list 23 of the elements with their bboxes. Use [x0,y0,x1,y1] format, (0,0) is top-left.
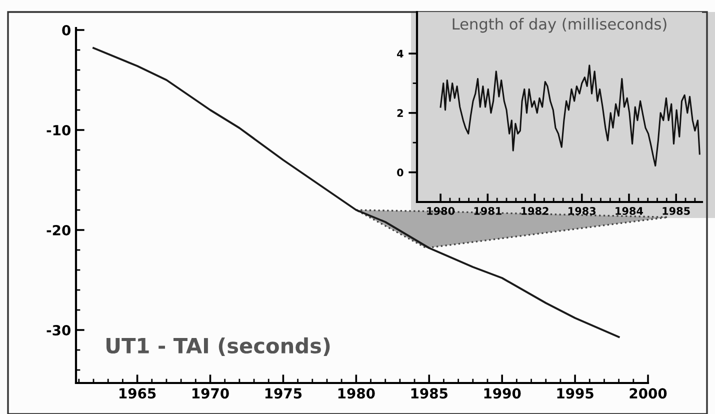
y-tick-label: 4 [397,50,404,58]
x-tick-label: 1983 [568,207,596,215]
y-tick-label: -10 [46,124,70,136]
x-tick-label: 1980 [338,388,375,399]
x-tick-label: 1990 [484,388,521,399]
y-tick-label: -30 [46,324,70,336]
x-tick-label: 2000 [630,388,667,399]
x-tick-label: 1965 [120,388,156,399]
x-tick-label: 1982 [521,207,548,215]
chart-title: Length of day (milliseconds) [452,18,666,33]
x-tick-label: 1970 [192,388,229,399]
y-tick-label: 0 [62,24,70,36]
y-tick-label: -20 [46,224,70,236]
x-tick-label: 1984 [616,207,643,215]
x-tick-label: 1995 [557,388,594,399]
y-tick-label: 0 [397,168,404,176]
y-tick-label: 2 [397,109,403,117]
x-tick-label: 1980 [427,207,455,215]
x-tick-label: 1975 [265,388,302,399]
x-tick-label: 1981 [474,207,502,215]
x-tick-label: 1985 [411,388,448,399]
x-tick-label: 1985 [662,207,690,215]
y-axis-title: UT1 - TAI (seconds) [106,337,330,356]
